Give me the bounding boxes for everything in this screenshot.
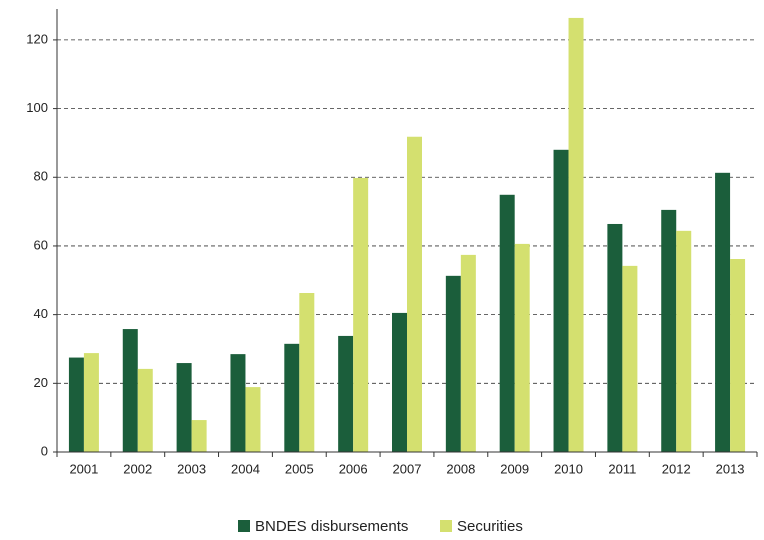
bar xyxy=(407,136,422,452)
y-tick-label: 80 xyxy=(34,169,48,184)
x-tick-label: 2010 xyxy=(554,461,583,476)
bar xyxy=(514,243,530,452)
bar xyxy=(730,259,746,452)
x-tick-label: 2003 xyxy=(177,461,206,476)
x-tick-label: 2004 xyxy=(231,461,260,476)
x-tick-label: 2012 xyxy=(662,461,691,476)
y-tick-label: 40 xyxy=(34,306,48,321)
bar xyxy=(607,223,623,452)
bar xyxy=(622,265,638,452)
bar xyxy=(445,275,461,452)
bar xyxy=(676,230,692,452)
x-tick-label: 2005 xyxy=(285,461,314,476)
bar xyxy=(83,353,99,452)
bar xyxy=(137,368,153,452)
bar xyxy=(715,172,731,452)
bar xyxy=(230,354,246,452)
bar xyxy=(661,209,677,452)
bar xyxy=(122,329,138,452)
bar xyxy=(460,254,476,452)
legend-swatch xyxy=(440,520,452,532)
x-tick-label: 2008 xyxy=(446,461,475,476)
x-tick-label: 2009 xyxy=(500,461,529,476)
y-tick-label: 60 xyxy=(34,237,48,252)
bar xyxy=(553,149,569,452)
legend-label: BNDES disbursements xyxy=(255,518,408,535)
y-tick-label: 20 xyxy=(34,375,48,390)
legend-label: Securities xyxy=(457,518,523,535)
x-tick-label: 2001 xyxy=(69,461,98,476)
bar xyxy=(299,293,315,452)
bar xyxy=(191,420,207,452)
y-tick-label: 0 xyxy=(41,443,48,458)
x-tick-label: 2007 xyxy=(393,461,422,476)
bar xyxy=(245,387,261,452)
legend-swatch xyxy=(238,520,250,532)
y-tick-label: 120 xyxy=(26,31,48,46)
x-tick-label: 2006 xyxy=(339,461,368,476)
bar xyxy=(176,363,192,452)
bar xyxy=(338,335,354,452)
bar xyxy=(499,194,515,452)
x-tick-label: 2002 xyxy=(123,461,152,476)
bar xyxy=(68,357,84,452)
bar xyxy=(392,312,407,452)
bar xyxy=(353,177,369,453)
bar xyxy=(568,17,584,453)
y-tick-label: 100 xyxy=(26,100,48,115)
x-tick-label: 2011 xyxy=(608,461,636,476)
x-tick-label: 2013 xyxy=(716,461,745,476)
bar xyxy=(284,343,300,452)
